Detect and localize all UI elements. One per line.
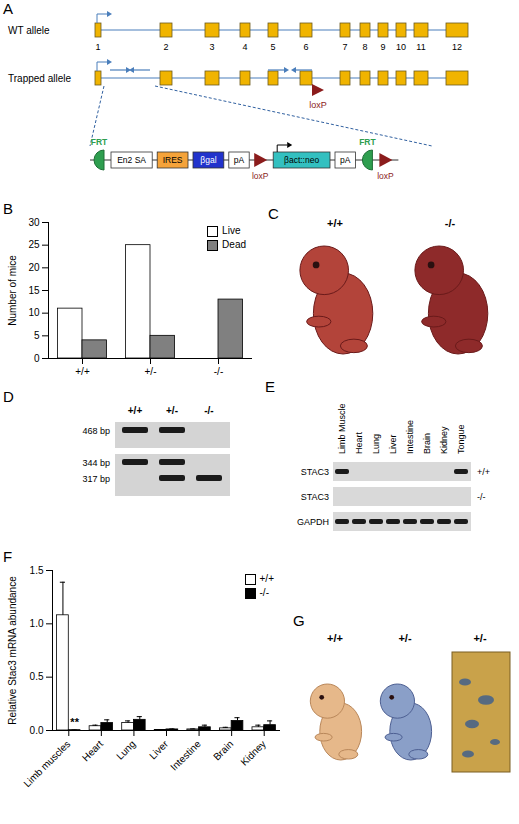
svg-text:11: 11: [416, 42, 425, 52]
svg-text:+/-: +/-: [473, 632, 486, 644]
svg-text:Intestine: Intestine: [405, 420, 415, 454]
svg-text:+/-: +/-: [398, 632, 411, 644]
svg-text:loxP: loxP: [309, 100, 327, 110]
svg-text:Intestine: Intestine: [168, 738, 203, 773]
svg-text:468 bp: 468 bp: [82, 426, 110, 436]
svg-text:3: 3: [209, 42, 214, 52]
svg-text:Kidney: Kidney: [238, 738, 267, 767]
svg-text:Limb muscles: Limb muscles: [21, 738, 72, 789]
svg-text:pA: pA: [234, 155, 245, 165]
html-text:A: A: [3, 0, 13, 17]
svg-text:loxP: loxP: [252, 171, 269, 181]
svg-text:+/+: +/+: [75, 366, 90, 377]
svg-text:+/+: +/+: [477, 467, 490, 477]
svg-text:+/+: +/+: [327, 217, 343, 229]
svg-text:Brain: Brain: [422, 433, 432, 454]
svg-text:Lung: Lung: [371, 434, 381, 454]
svg-text:+/-: +/-: [166, 405, 178, 416]
svg-text:4: 4: [242, 42, 247, 52]
svg-text:FRT: FRT: [359, 137, 376, 147]
svg-text:5: 5: [270, 42, 275, 52]
svg-text:Heart: Heart: [354, 431, 364, 454]
svg-text:Relative Stac3 mRNA abundance: Relative Stac3 mRNA abundance: [7, 576, 18, 725]
svg-text:Limb Muscle: Limb Muscle: [337, 403, 347, 454]
html-text:G: G: [293, 612, 305, 629]
svg-text:IRES: IRES: [163, 155, 183, 165]
svg-text:5: 5: [34, 330, 40, 341]
svg-text:Trapped allele: Trapped allele: [8, 73, 71, 84]
html-text:C: C: [268, 205, 279, 222]
svg-text:FRT: FRT: [91, 137, 108, 147]
svg-text:En2 SA: En2 SA: [117, 155, 146, 165]
svg-text:-/-: -/-: [214, 366, 223, 377]
svg-text:12: 12: [452, 42, 462, 52]
svg-text:8: 8: [362, 42, 367, 52]
svg-text:0: 0: [34, 353, 40, 364]
svg-text:1.5: 1.5: [30, 565, 44, 576]
svg-text:STAC3: STAC3: [301, 467, 329, 477]
svg-text:Number of mice: Number of mice: [7, 255, 18, 326]
svg-text:1: 1: [95, 42, 100, 52]
svg-text:-/-: -/-: [204, 405, 213, 416]
svg-text:WT allele: WT allele: [8, 25, 50, 36]
html-text:D: D: [3, 388, 14, 405]
svg-text:GAPDH: GAPDH: [297, 517, 329, 527]
svg-text:10: 10: [28, 307, 40, 318]
svg-text:317 bp: 317 bp: [82, 474, 110, 484]
svg-text:-/-: -/-: [477, 492, 486, 502]
svg-text:+/+: +/+: [128, 405, 143, 416]
svg-text:+/+: +/+: [327, 632, 343, 644]
svg-text:βgal: βgal: [200, 155, 216, 165]
svg-text:10: 10: [396, 42, 406, 52]
svg-text:Liver: Liver: [388, 434, 398, 454]
html-text:Dead: Dead: [222, 239, 246, 250]
svg-text:**: **: [70, 716, 79, 728]
svg-text:7: 7: [342, 42, 347, 52]
svg-text:Lung: Lung: [114, 738, 138, 762]
html-text:F: F: [3, 548, 13, 565]
html-text:B: B: [3, 200, 13, 217]
svg-text:6: 6: [303, 42, 308, 52]
svg-text:15: 15: [28, 285, 40, 296]
svg-text:Heart: Heart: [80, 738, 105, 763]
html-text:E: E: [265, 378, 275, 395]
svg-text:0.0: 0.0: [30, 725, 44, 736]
svg-text:βact::neo: βact::neo: [284, 155, 319, 165]
svg-text:Tongue: Tongue: [456, 424, 466, 454]
svg-text:344 bp: 344 bp: [82, 458, 110, 468]
svg-text:0.5: 0.5: [30, 671, 44, 682]
svg-text:25: 25: [28, 239, 40, 250]
svg-text:9: 9: [380, 42, 385, 52]
html-text:Live: Live: [222, 225, 241, 236]
svg-text:2: 2: [163, 42, 168, 52]
svg-text:pA: pA: [340, 155, 351, 165]
svg-text:30: 30: [28, 217, 40, 228]
svg-text:Liver: Liver: [147, 738, 171, 762]
svg-text:Brain: Brain: [211, 738, 235, 762]
svg-text:Kidney: Kidney: [439, 426, 449, 454]
svg-text:1.0: 1.0: [30, 618, 44, 629]
svg-text:-/-: -/-: [445, 217, 456, 229]
svg-text:+/-: +/-: [145, 366, 157, 377]
svg-text:loxP: loxP: [377, 171, 394, 181]
svg-text:STAC3: STAC3: [301, 492, 329, 502]
svg-text:20: 20: [28, 262, 40, 273]
